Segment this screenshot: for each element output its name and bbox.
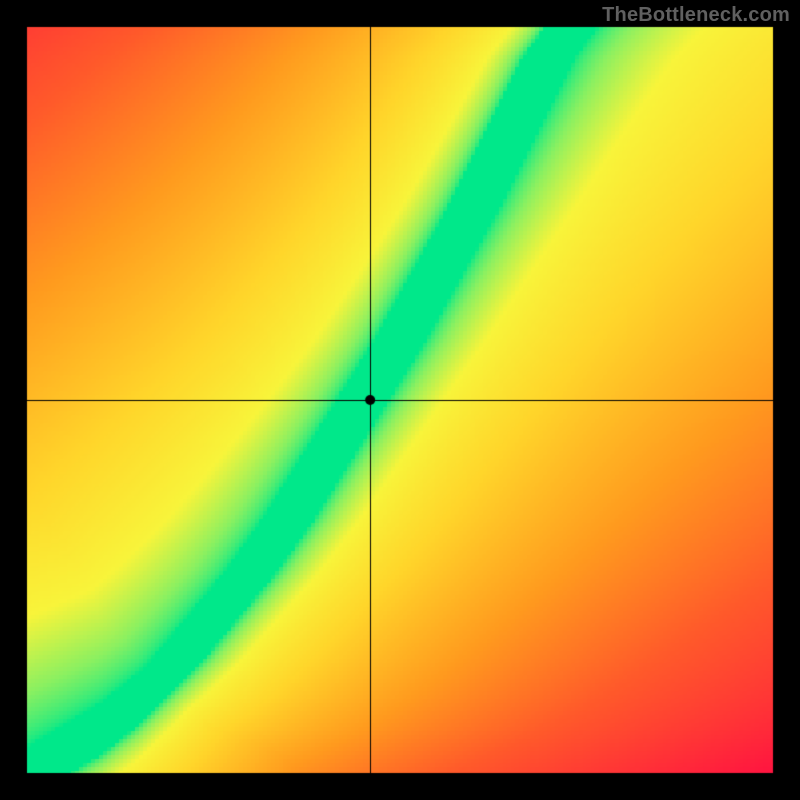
- chart-container: TheBottleneck.com: [0, 0, 800, 800]
- watermark-text: TheBottleneck.com: [602, 4, 790, 27]
- bottleneck-heatmap: [0, 0, 800, 800]
